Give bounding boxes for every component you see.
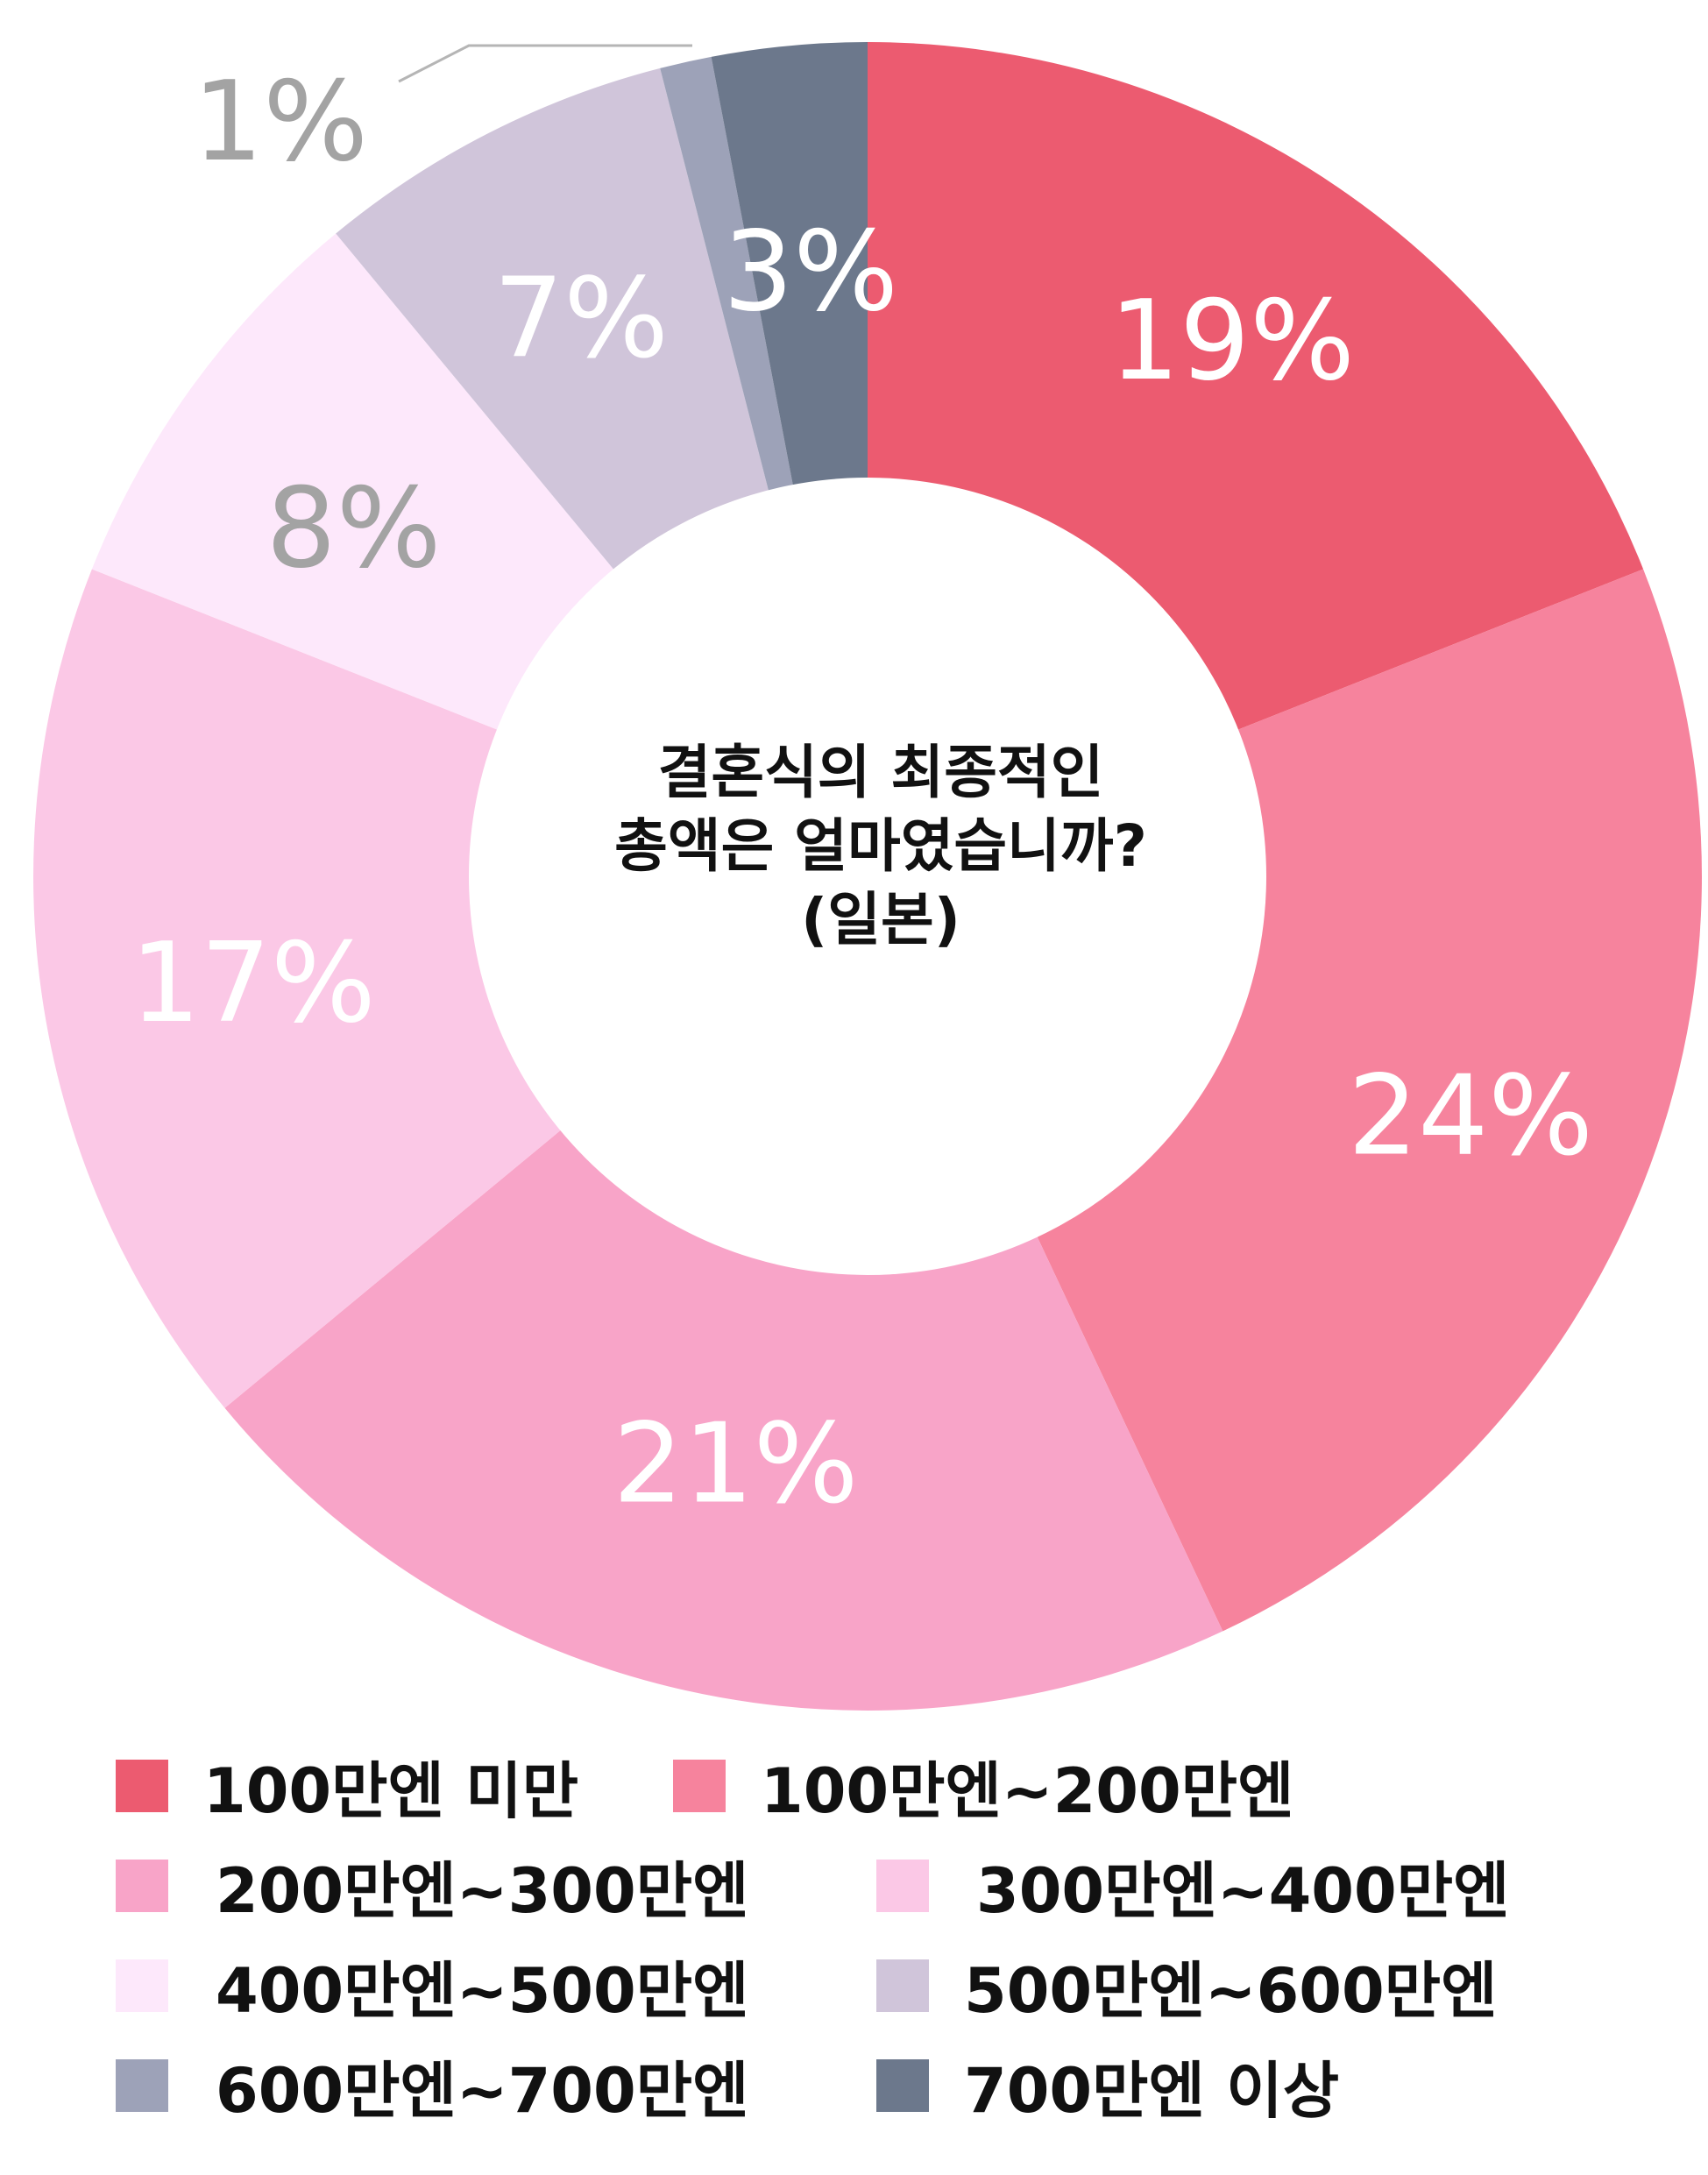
slice-4 [33, 569, 868, 1408]
slice-label-8: 3% [723, 207, 898, 336]
slice-label-2: 24% [1348, 1051, 1593, 1180]
donut-hole [469, 478, 1266, 1275]
chart-title: 결혼식의 최종적인 총액은 얼마였습니까? (일본) [486, 736, 1275, 957]
slice-label-3: 21% [613, 1399, 858, 1527]
slice-label-7: 1% [193, 57, 368, 186]
title-line-2: 총액은 얼마였습니까? [614, 812, 1147, 880]
slice-label-1: 19% [1109, 276, 1355, 405]
slice-labels: 19% 24% 21% 17% 8% 7% 1% 3% [131, 44, 1593, 1527]
leader-line [398, 44, 692, 83]
slice-label-5: 8% [266, 464, 442, 592]
slice-label-4: 17% [131, 918, 376, 1047]
slice-3 [224, 876, 1223, 1711]
slice-label-6: 7% [493, 254, 669, 383]
title-line-1: 결혼식의 최종적인 [657, 739, 1104, 806]
title-line-3: (일본) [801, 886, 960, 953]
